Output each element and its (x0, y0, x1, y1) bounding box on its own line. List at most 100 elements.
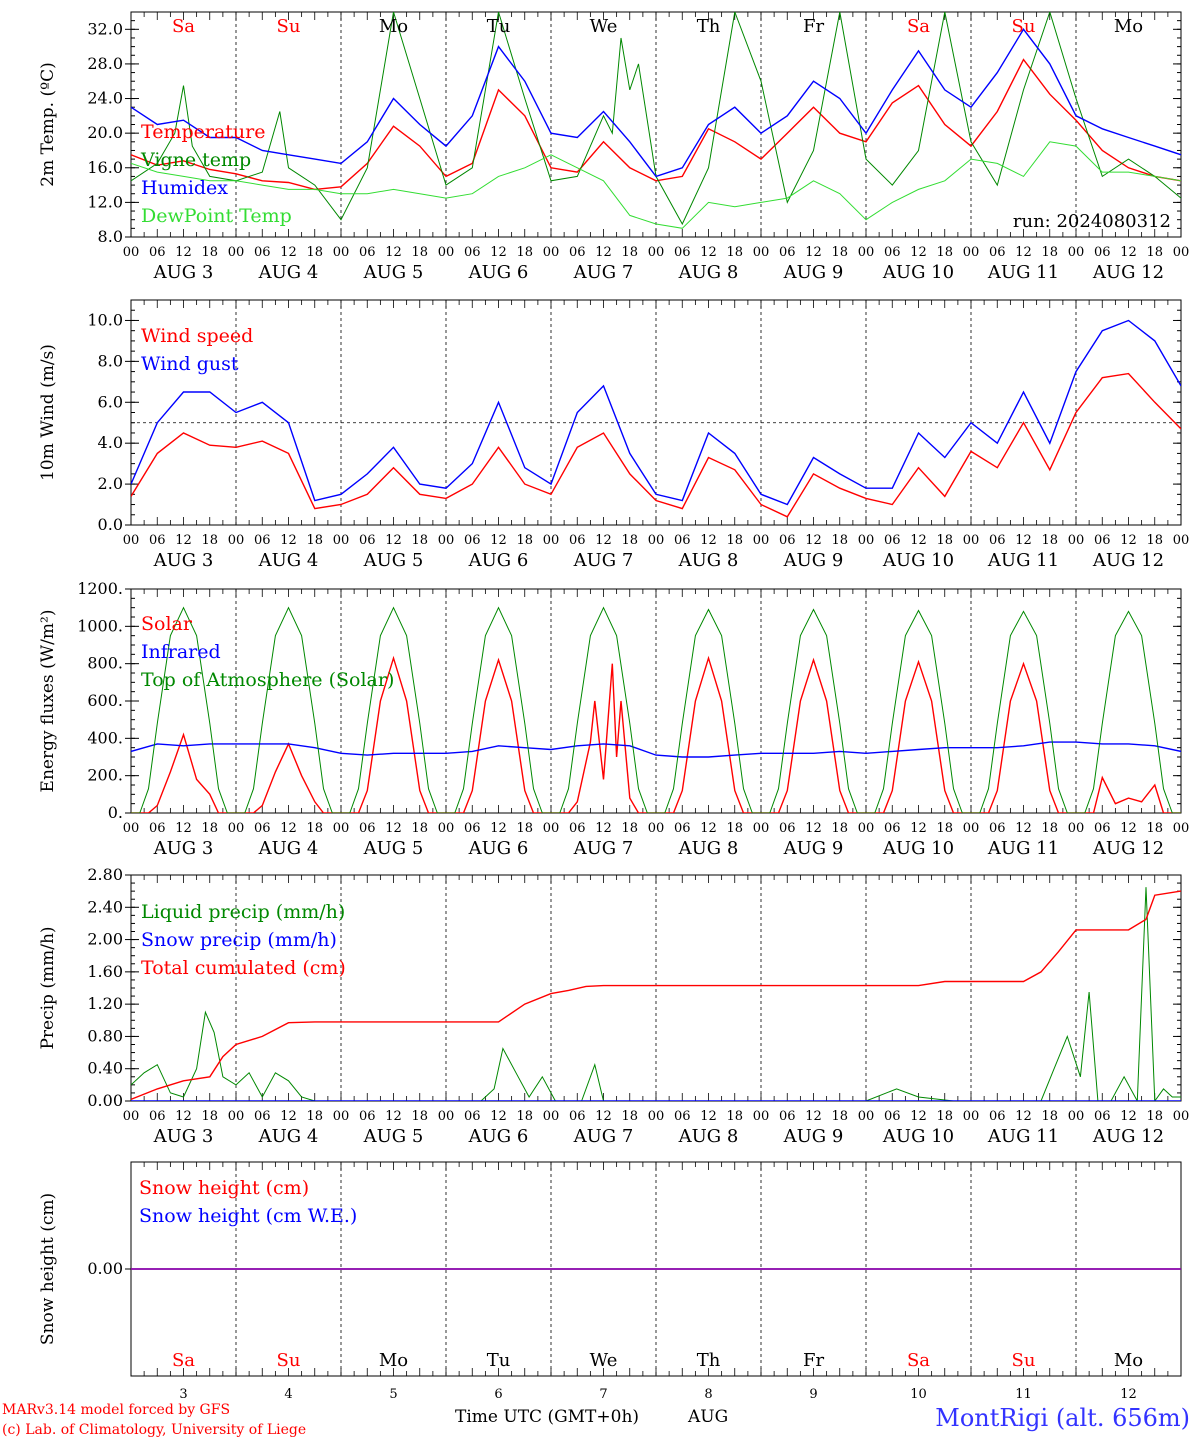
hour-tick-label: 18 (201, 821, 218, 836)
hour-tick-label: 06 (989, 1109, 1006, 1124)
hour-tick-label: 18 (1146, 533, 1163, 548)
hour-tick-label: 12 (1120, 245, 1137, 260)
hour-tick-label: 12 (385, 533, 402, 548)
series-line-infrared (131, 741, 1181, 758)
y-tick-label: 10.0 (87, 310, 123, 329)
hour-tick-label: 18 (1041, 821, 1058, 836)
date-label: AUG 7 (573, 262, 634, 283)
bottom-day-label: 5 (389, 1387, 397, 1402)
hour-tick-label: 18 (516, 821, 533, 836)
hour-tick-label: 18 (516, 1109, 533, 1124)
footer-station: MontRigi (alt. 656m) (935, 1404, 1190, 1432)
hour-tick-label: 06 (464, 1109, 481, 1124)
hour-tick-label: 06 (989, 821, 1006, 836)
hour-tick-label: 12 (805, 821, 822, 836)
hour-tick-label: 18 (831, 533, 848, 548)
day-of-week-label: Th (697, 16, 721, 37)
series-group (131, 319, 1181, 518)
date-label: AUG 11 (987, 1126, 1059, 1147)
hour-tick-label: 00 (1173, 245, 1190, 260)
y-tick-label: 1.20 (87, 994, 123, 1013)
date-label: AUG 4 (258, 1126, 319, 1147)
date-label: AUG 10 (882, 550, 954, 571)
hour-tick-label: 12 (175, 821, 192, 836)
legend-snow-height-cm-w-e-: Snow height (cm W.E.) (139, 1205, 357, 1227)
hour-tick-label: 06 (674, 245, 691, 260)
hour-tick-label: 18 (936, 1109, 953, 1124)
hour-tick-label: 18 (306, 533, 323, 548)
hour-tick-label: 18 (726, 533, 743, 548)
hour-tick-label: 00 (438, 821, 455, 836)
hour-tick-label: 12 (910, 1109, 927, 1124)
hour-tick-label: 00 (1173, 1109, 1190, 1124)
day-of-week-label: Su (277, 16, 301, 37)
legend-top-of-atmosphere-solar-: Top of Atmosphere (Solar) (141, 669, 394, 691)
series-line-vigne-temp (131, 12, 1181, 226)
legend-temperature: Temperature (141, 121, 265, 143)
legend-wind-gust: Wind gust (141, 353, 239, 375)
date-label: AUG 5 (363, 550, 424, 571)
bottom-day-label: 7 (599, 1387, 607, 1402)
bottom-day-label: 6 (494, 1387, 502, 1402)
hour-tick-label: 18 (831, 245, 848, 260)
hour-tick-label: 00 (333, 245, 350, 260)
date-label: AUG 11 (987, 262, 1059, 283)
series-line-temperature (131, 58, 1181, 191)
hour-tick-label: 06 (359, 533, 376, 548)
date-label: AUG 8 (678, 1126, 739, 1147)
hour-tick-label: 06 (884, 533, 901, 548)
y-tick-label: 2.80 (87, 865, 123, 884)
hour-tick-label: 00 (1173, 821, 1190, 836)
hour-tick-label: 06 (674, 821, 691, 836)
hour-tick-label: 06 (464, 533, 481, 548)
date-label: AUG 12 (1092, 1126, 1164, 1147)
bottom-day-label: 12 (1120, 1387, 1137, 1402)
legend-solar: Solar (141, 613, 193, 635)
date-label: AUG 11 (987, 550, 1059, 571)
date-label: AUG 10 (882, 262, 954, 283)
bottom-day-label: 10 (910, 1387, 927, 1402)
hour-tick-label: 06 (989, 245, 1006, 260)
day-of-week-label: We (590, 1350, 618, 1371)
panel-4: 0.00 0.40 0.80 1.20 1.60 2.00 2.40 2.80 Precip (… (38, 865, 1189, 1147)
hour-tick-label: 12 (805, 1109, 822, 1124)
hour-tick-label: 00 (543, 533, 560, 548)
y-tick-label: 0.0 (98, 515, 123, 534)
hour-tick-label: 12 (805, 533, 822, 548)
plot-frame (130, 299, 1182, 526)
date-label: AUG 9 (783, 262, 844, 283)
legend-infrared: Infrared (141, 641, 221, 663)
series-group (131, 12, 1181, 229)
legend-wind-speed: Wind speed (141, 325, 253, 347)
hour-tick-label: 00 (123, 821, 140, 836)
day-of-week-label: Sa (907, 1350, 930, 1371)
day-of-week-label: Th (697, 1350, 721, 1371)
hour-tick-label: 00 (228, 1109, 245, 1124)
hour-tick-label: 18 (1041, 533, 1058, 548)
day-of-week-label: Mo (379, 1350, 408, 1371)
y-tick-label: 0. (108, 803, 123, 822)
y-tick-label: 0.40 (87, 1059, 123, 1078)
hour-tick-label: 12 (280, 821, 297, 836)
date-label: AUG 6 (468, 550, 529, 571)
hour-tick-label: 18 (411, 533, 428, 548)
hour-tick-label: 00 (123, 1109, 140, 1124)
day-of-week-label: Mo (1114, 1350, 1143, 1371)
hour-tick-label: 12 (280, 1109, 297, 1124)
hour-tick-label: 00 (753, 245, 770, 260)
date-label: AUG 6 (468, 838, 529, 859)
day-of-week-label: Sa (172, 16, 195, 37)
hour-tick-label: 06 (569, 1109, 586, 1124)
date-label: AUG 12 (1092, 550, 1164, 571)
y-tick-label: 24.0 (87, 89, 123, 108)
series-group (131, 606, 1181, 813)
y-tick-label: 32.0 (87, 19, 123, 38)
date-label: AUG 8 (678, 838, 739, 859)
date-label: AUG 10 (882, 838, 954, 859)
y-tick-label: 1200. (77, 579, 123, 598)
y-tick-label: 800. (87, 654, 123, 673)
y-tick-label: 8.0 (98, 351, 123, 370)
hour-tick-label: 00 (648, 821, 665, 836)
y-tick-label: 200. (87, 766, 123, 785)
hour-tick-label: 18 (936, 821, 953, 836)
